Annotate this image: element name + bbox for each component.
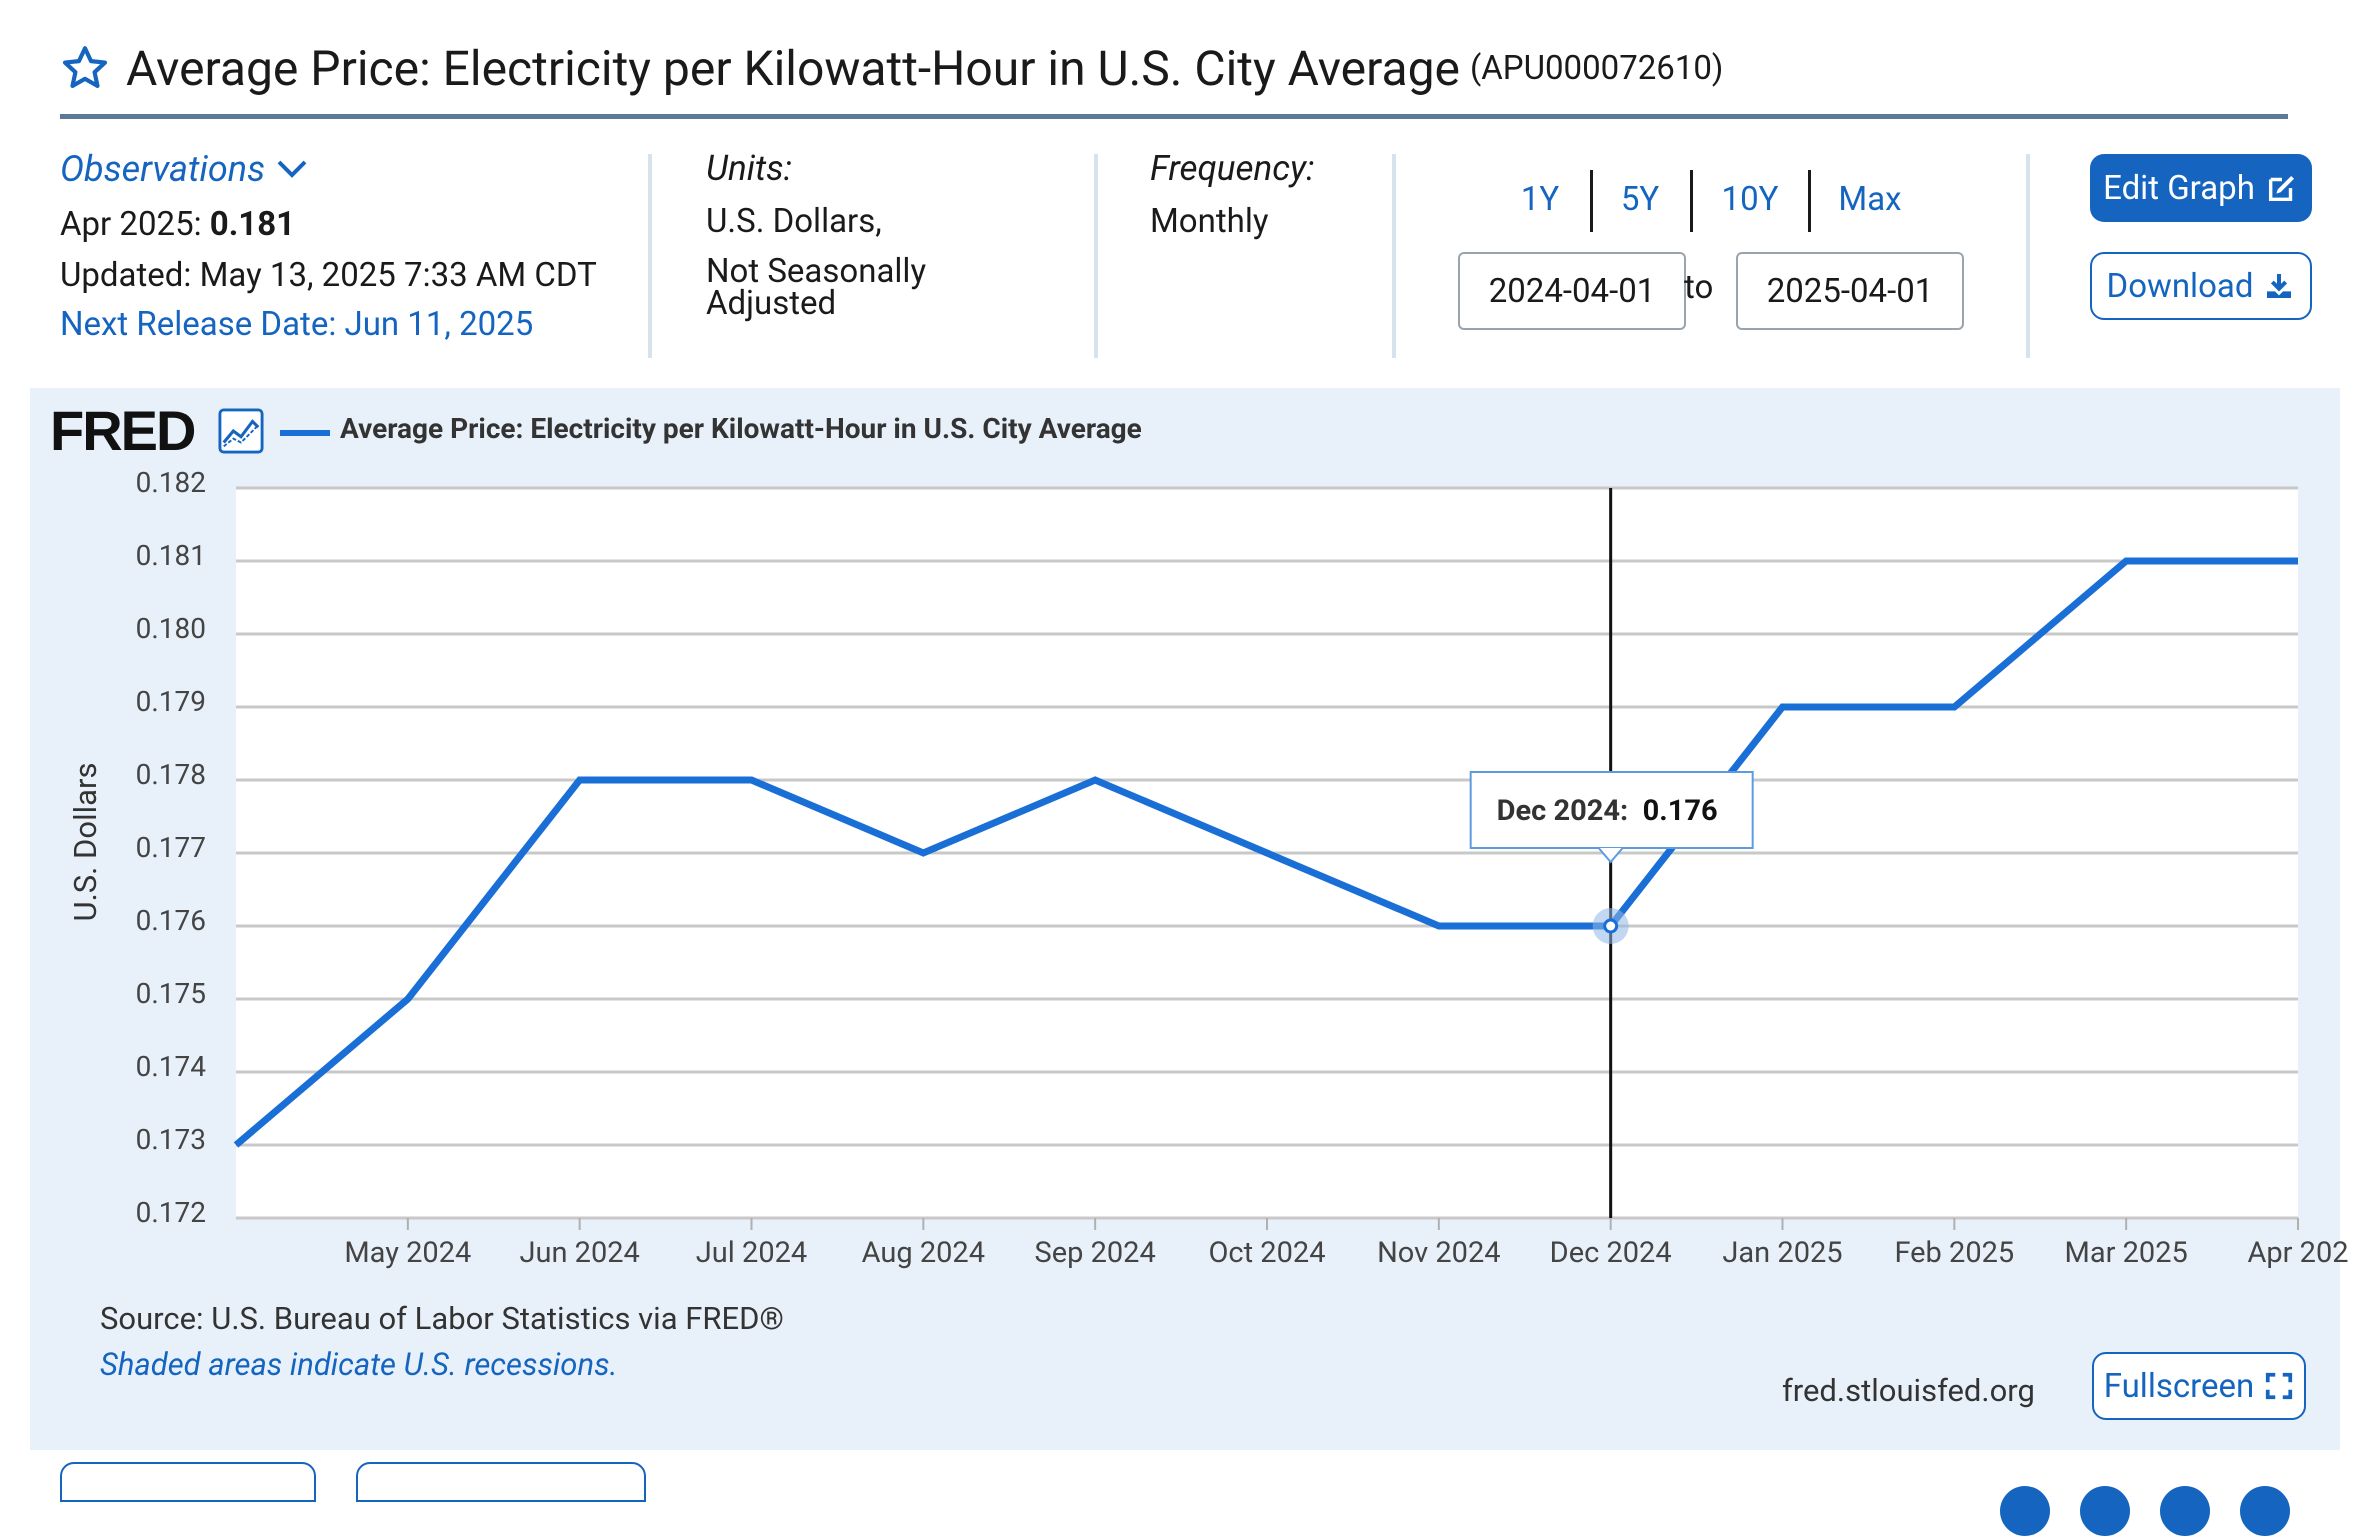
tooltip-label: Dec 2024: — [1497, 794, 1629, 828]
observations-dropdown[interactable]: Observations — [60, 148, 309, 190]
fred-logo: FRED — [50, 399, 196, 462]
bottom-button[interactable] — [60, 1462, 316, 1502]
x-tick-label: Sep 2024 — [1035, 1236, 1156, 1270]
y-tick-label: 0.173 — [136, 1123, 206, 1156]
share-icon[interactable] — [2160, 1486, 2210, 1536]
range-1y-button[interactable]: 1Y — [1520, 180, 1560, 219]
y-axis-label: U.S. Dollars — [67, 762, 104, 921]
y-tick-label: 0.181 — [136, 539, 206, 572]
divider — [1094, 154, 1098, 358]
x-axis-ticks: May 2024 Jun 2024 Jul 2024 Aug 2024 Sep 2024… — [344, 1218, 2349, 1270]
divider — [648, 154, 652, 358]
series-line — [233, 557, 2298, 1148]
latest-value: 0.181 — [209, 205, 296, 244]
y-tick-label: 0.180 — [136, 612, 206, 645]
fullscreen-button[interactable]: Fullscreen — [2092, 1352, 2306, 1420]
download-label: Download — [2106, 266, 2254, 306]
x-tick-label: Oct 2024 — [1208, 1236, 1325, 1270]
units-value: U.S. Dollars, — [706, 202, 882, 241]
hover-point — [1603, 918, 1619, 934]
y-tick-label: 0.175 — [136, 977, 206, 1010]
legend-label: Average Price: Electricity per Kilowatt-… — [340, 412, 1142, 445]
y-tick-label: 0.178 — [136, 758, 206, 791]
frequency-label: Frequency: — [1150, 148, 1315, 189]
next-release-link[interactable]: Next Release Date: Jun 11, 2025 — [60, 305, 534, 344]
star-icon[interactable] — [60, 43, 110, 93]
x-tick-label: Feb 2025 — [1894, 1236, 2014, 1270]
units-label: Units: — [706, 148, 793, 189]
chevron-down-icon — [277, 160, 307, 178]
x-tick-label: Jul 2024 — [696, 1236, 807, 1270]
recession-note: Shaded areas indicate U.S. recessions. — [100, 1346, 618, 1383]
share-icon[interactable] — [2240, 1486, 2290, 1536]
chart-line-icon — [218, 408, 264, 454]
series-id: (APU000072610) — [1469, 48, 1724, 88]
y-tick-label: 0.182 — [136, 466, 206, 499]
x-tick-label: Jun 2024 — [519, 1236, 639, 1270]
title-divider — [60, 114, 2288, 119]
range-max-button[interactable]: Max — [1838, 180, 1902, 219]
y-tick-label: 0.176 — [136, 904, 206, 937]
site-url: fred.stlouisfed.org — [1782, 1372, 2035, 1409]
fullscreen-icon — [2266, 1372, 2293, 1400]
share-icon[interactable] — [2080, 1486, 2130, 1536]
divider — [1808, 170, 1811, 232]
bottom-button[interactable] — [356, 1462, 646, 1502]
share-icon[interactable] — [2000, 1486, 2050, 1536]
x-tick-label: May 2024 — [344, 1236, 471, 1270]
page-title: Average Price: Electricity per Kilowatt-… — [126, 39, 1460, 97]
observations-label: Observations — [60, 148, 266, 190]
x-tick-label: Aug 2024 — [862, 1236, 985, 1270]
fullscreen-label: Fullscreen — [2103, 1366, 2255, 1406]
x-tick-label: Mar 2025 — [2065, 1236, 2188, 1270]
divider — [2026, 154, 2030, 358]
series-layer — [233, 557, 2298, 1148]
y-tick-label: 0.179 — [136, 685, 206, 718]
legend-swatch — [280, 430, 330, 436]
divider — [1690, 170, 1693, 232]
x-tick-label: Jan 2025 — [1722, 1236, 1842, 1270]
latest-observation: Apr 2025: 0.181 — [60, 205, 295, 244]
updated-date: Updated: May 13, 2025 7:33 AM CDT — [60, 256, 597, 295]
y-tick-label: 0.174 — [136, 1050, 207, 1083]
latest-period: Apr 2025: — [60, 205, 202, 244]
divider — [1590, 170, 1593, 232]
download-button[interactable]: Download — [2090, 252, 2312, 320]
frequency-value: Monthly — [1150, 202, 1269, 241]
y-tick-label: 0.172 — [136, 1196, 206, 1229]
y-axis-ticks: 0.172 0.173 0.174 0.175 0.176 0.177 0.178 0.179… — [136, 466, 207, 1229]
end-date-input[interactable]: 2025-04-01 — [1736, 252, 1964, 330]
tooltip-value: 0.176 — [1643, 794, 1718, 828]
x-tick-label: Apr 202 — [2247, 1236, 2348, 1270]
date-range-to-label: to — [1684, 268, 1714, 307]
y-tick-label: 0.177 — [136, 831, 206, 864]
title-row: Average Price: Electricity per Kilowatt-… — [60, 38, 1723, 98]
edit-icon — [2268, 175, 2294, 202]
tooltip-pointer — [1597, 847, 1624, 864]
x-tick-label: Nov 2024 — [1377, 1236, 1500, 1270]
range-5y-button[interactable]: 5Y — [1620, 180, 1660, 219]
download-icon — [2267, 274, 2292, 298]
divider — [1392, 154, 1396, 358]
tooltip: Dec 2024: 0.176 — [1469, 771, 1754, 944]
source-note: Source: U.S. Bureau of Labor Statistics … — [100, 1300, 784, 1337]
edit-graph-label: Edit Graph — [2103, 168, 2255, 208]
x-tick-label: Dec 2024 — [1550, 1236, 1672, 1270]
range-10y-button[interactable]: 10Y — [1721, 180, 1779, 219]
start-date-input[interactable]: 2024-04-01 — [1458, 252, 1686, 330]
line-chart[interactable]: 0.172 0.173 0.174 0.175 0.176 0.177 0.178 0.179… — [0, 0, 2368, 1476]
seasonal-adjustment: Not Seasonally Adjusted — [706, 252, 927, 323]
edit-graph-button[interactable]: Edit Graph — [2090, 154, 2312, 222]
